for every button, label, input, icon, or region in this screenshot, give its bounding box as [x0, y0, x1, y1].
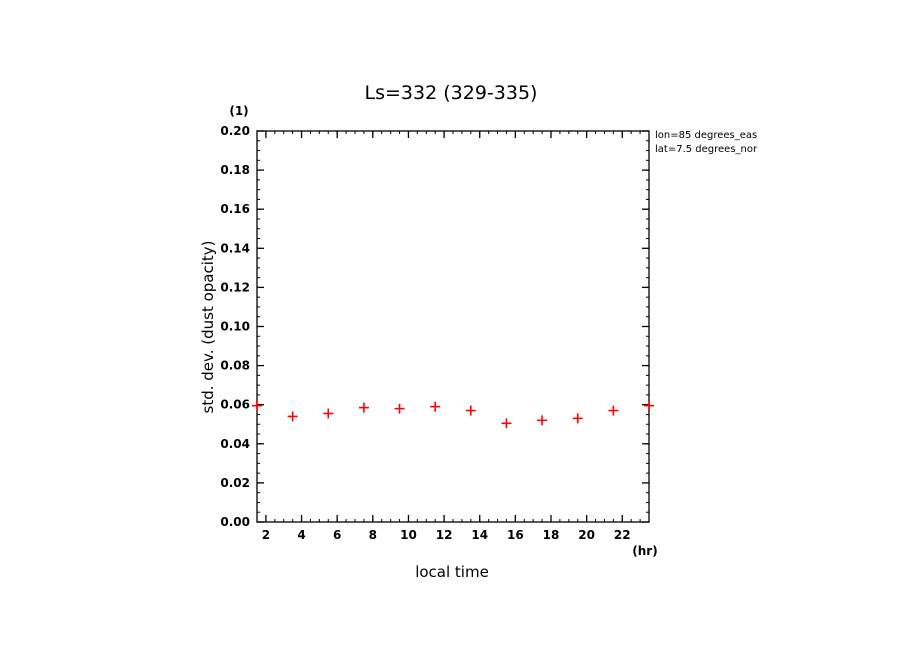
data-point — [394, 403, 405, 414]
x-tick-label: 4 — [297, 528, 305, 542]
y-tick-label: 0.10 — [220, 320, 250, 334]
y-tick-label: 0.04 — [220, 437, 250, 451]
x-tick-label: 10 — [400, 528, 417, 542]
data-point — [644, 400, 654, 411]
y-tick-label: 0.14 — [220, 241, 250, 255]
data-point — [323, 408, 334, 419]
data-point — [608, 405, 619, 416]
y-tick-label: 0.12 — [220, 280, 250, 294]
x-tick-label: 2 — [262, 528, 270, 542]
chart-title: Ls=332 (329-335) — [365, 82, 538, 104]
x-tick-label: 14 — [471, 528, 488, 542]
y-tick-label: 0.08 — [220, 359, 250, 373]
y-unit-label: (1) — [229, 104, 248, 118]
data-point — [465, 405, 476, 416]
annotation-lon: lon=85 degrees_eas — [655, 130, 757, 141]
x-axis-label: local time — [415, 563, 489, 581]
y-tick-label: 0.20 — [220, 124, 250, 138]
x-tick-label: 18 — [543, 528, 560, 542]
x-tick-label: 6 — [333, 528, 341, 542]
data-point — [501, 418, 512, 429]
data-point — [252, 400, 262, 411]
y-tick-label: 0.06 — [220, 398, 250, 412]
x-tick-label: 20 — [578, 528, 595, 542]
data-point — [537, 415, 548, 426]
data-point — [572, 413, 583, 424]
x-tick-label: 16 — [507, 528, 524, 542]
data-point — [430, 401, 441, 412]
annotation-lat: lat=7.5 degrees_nor — [655, 144, 758, 155]
data-point — [287, 411, 298, 422]
x-tick-label: 22 — [614, 528, 631, 542]
y-tick-label: 0.00 — [220, 515, 250, 529]
x-unit-label: (hr) — [632, 544, 657, 558]
y-axis-label: std. dev. (dust opacity) — [199, 240, 217, 413]
plot-frame — [256, 130, 650, 523]
x-tick-label: 8 — [369, 528, 377, 542]
y-tick-label: 0.02 — [220, 476, 250, 490]
y-tick-label: 0.16 — [220, 202, 250, 216]
y-tick-label: 0.18 — [220, 163, 250, 177]
x-tick-label: 12 — [436, 528, 453, 542]
data-point — [358, 402, 369, 413]
